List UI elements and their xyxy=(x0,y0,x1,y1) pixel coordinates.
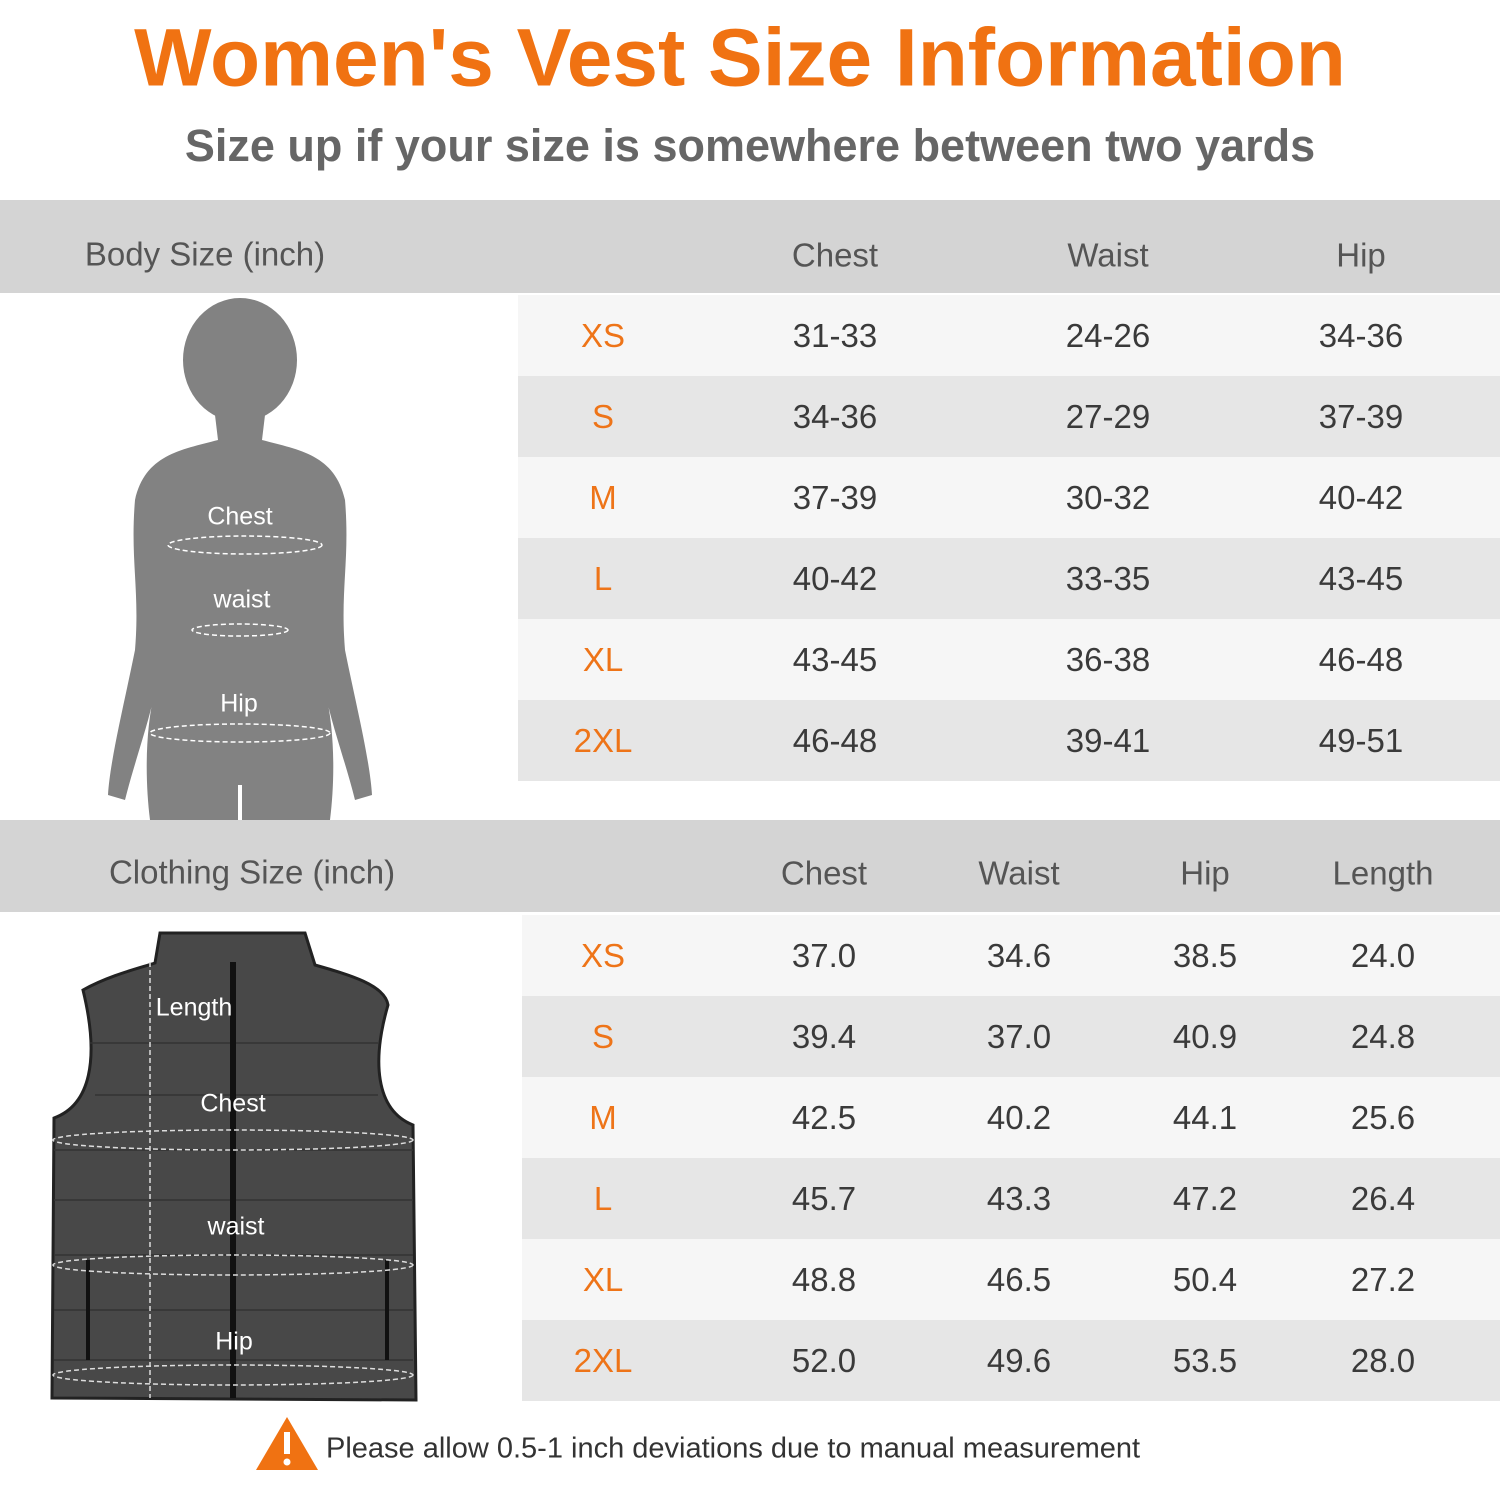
size-label: 2XL xyxy=(574,1342,633,1379)
table-cell: 37-39 xyxy=(1319,398,1403,435)
table-cell: 26.4 xyxy=(1351,1180,1415,1217)
table-cell: 40.2 xyxy=(987,1099,1051,1136)
table-row xyxy=(518,538,1500,619)
table-cell: 47.2 xyxy=(1173,1180,1237,1217)
table-cell: 40.9 xyxy=(1173,1018,1237,1055)
figure-label: Chest xyxy=(200,1090,265,1118)
size-label: S xyxy=(592,398,614,435)
figure-label: waist xyxy=(213,586,271,614)
size-label: XL xyxy=(583,641,623,678)
clothing-table: XS 37.0 34.6 38.5 24.0 S 39.4 37.0 40.9 24.8 M 42.5… xyxy=(522,915,1500,1401)
table-row xyxy=(518,295,1500,376)
table-cell: 24-26 xyxy=(1066,317,1150,354)
table-row xyxy=(522,1239,1500,1320)
note: Please allow 0.5-1 inch deviations due t… xyxy=(326,1433,1140,1465)
table-cell: 34-36 xyxy=(1319,317,1403,354)
table-row xyxy=(522,1077,1500,1158)
table-cell: 31-33 xyxy=(793,317,877,354)
column-header: Hip xyxy=(1336,237,1386,274)
table-cell: 37-39 xyxy=(793,479,877,516)
vest-figure xyxy=(50,931,418,1402)
table-cell: 37.0 xyxy=(987,1018,1051,1055)
table-cell: 49.6 xyxy=(987,1342,1051,1379)
column-header: Waist xyxy=(1067,237,1148,274)
title: Women's Vest Size Information xyxy=(134,13,1346,104)
table-row xyxy=(518,376,1500,457)
table-row xyxy=(518,700,1500,781)
warning-icon xyxy=(256,1417,318,1470)
subtitle: Size up if your size is somewhere betwee… xyxy=(185,120,1315,171)
table-cell: 40-42 xyxy=(1319,479,1403,516)
table-row xyxy=(518,619,1500,700)
body-table: XS 31-33 24-26 34-36 S 34-36 27-29 37-39 M 37-39 3… xyxy=(518,295,1500,781)
table-cell: 44.1 xyxy=(1173,1099,1237,1136)
table-cell: 25.6 xyxy=(1351,1099,1415,1136)
table-cell: 43.3 xyxy=(987,1180,1051,1217)
table-cell: 36-38 xyxy=(1066,641,1150,678)
table-cell: 49-51 xyxy=(1319,722,1403,759)
table-cell: 39-41 xyxy=(1066,722,1150,759)
size-label: XS xyxy=(581,937,625,974)
table-cell: 43-45 xyxy=(1319,560,1403,597)
header-band xyxy=(0,820,1500,912)
column-header: Chest xyxy=(792,237,878,274)
table-row xyxy=(522,915,1500,996)
column-header: Chest xyxy=(781,855,867,892)
figure-label: Hip xyxy=(220,690,258,718)
column-header: Hip xyxy=(1180,855,1230,892)
column-header: Length xyxy=(1333,855,1434,892)
table-cell: 37.0 xyxy=(792,937,856,974)
size-label: L xyxy=(594,1180,612,1217)
table-cell: 39.4 xyxy=(792,1018,856,1055)
table-cell: 33-35 xyxy=(1066,560,1150,597)
table-cell: 46.5 xyxy=(987,1261,1051,1298)
table-cell: 38.5 xyxy=(1173,937,1237,974)
table-cell: 46-48 xyxy=(1319,641,1403,678)
size-label: L xyxy=(594,560,612,597)
header-band xyxy=(0,200,1500,293)
table-cell: 24.0 xyxy=(1351,937,1415,974)
size-label: 2XL xyxy=(574,722,633,759)
size-label: S xyxy=(592,1018,614,1055)
body-figure xyxy=(108,298,372,820)
column-header: Waist xyxy=(978,855,1059,892)
table-cell: 45.7 xyxy=(792,1180,856,1217)
table-cell: 28.0 xyxy=(1351,1342,1415,1379)
figure-label: Hip xyxy=(215,1328,253,1356)
size-label: M xyxy=(589,1099,617,1136)
figure-label: Length xyxy=(156,994,232,1022)
table-cell: 40-42 xyxy=(793,560,877,597)
table-cell: 52.0 xyxy=(792,1342,856,1379)
table-row xyxy=(522,996,1500,1077)
table-cell: 53.5 xyxy=(1173,1342,1237,1379)
table-cell: 27.2 xyxy=(1351,1261,1415,1298)
table-heading: Body Size (inch) xyxy=(85,236,325,273)
table-cell: 34-36 xyxy=(793,398,877,435)
size-label: M xyxy=(589,479,617,516)
table-row xyxy=(522,1158,1500,1239)
table-row xyxy=(518,457,1500,538)
table-cell: 48.8 xyxy=(792,1261,856,1298)
table-cell: 43-45 xyxy=(793,641,877,678)
table-heading: Clothing Size (inch) xyxy=(109,854,395,891)
table-cell: 50.4 xyxy=(1173,1261,1237,1298)
table-cell: 24.8 xyxy=(1351,1018,1415,1055)
table-cell: 42.5 xyxy=(792,1099,856,1136)
table-cell: 27-29 xyxy=(1066,398,1150,435)
size-label: XL xyxy=(583,1261,623,1298)
table-cell: 34.6 xyxy=(987,937,1051,974)
table-cell: 46-48 xyxy=(793,722,877,759)
figure-label: waist xyxy=(207,1213,265,1241)
figure-label: Chest xyxy=(207,503,272,531)
table-cell: 30-32 xyxy=(1066,479,1150,516)
table-row xyxy=(522,1320,1500,1401)
size-label: XS xyxy=(581,317,625,354)
